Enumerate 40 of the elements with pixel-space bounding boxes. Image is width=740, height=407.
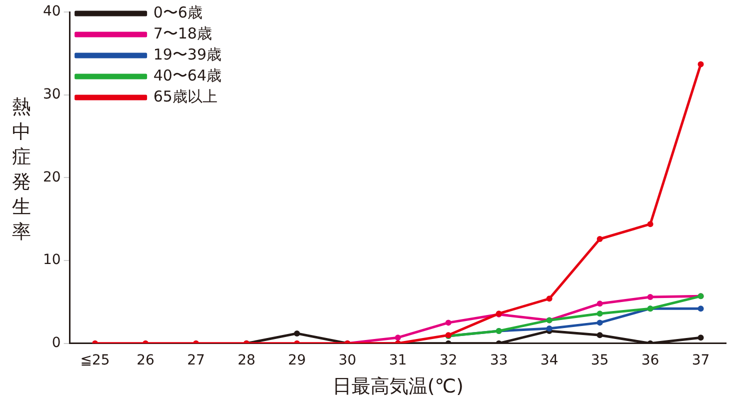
x-tick-label: 32	[439, 352, 458, 368]
legend-label: 0〜6歳	[153, 3, 202, 22]
x-tick-label: 26	[136, 352, 155, 368]
point	[698, 61, 704, 68]
y-tick-label: 40	[42, 4, 61, 20]
y-tick-label: 30	[42, 86, 61, 102]
point	[647, 221, 654, 228]
point	[596, 320, 603, 326]
legend-label: 65歳以上	[153, 87, 218, 106]
x-axis-title: 日最高気温(℃)	[332, 376, 464, 398]
x-tick-label: 30	[338, 352, 356, 368]
point	[647, 294, 654, 300]
point	[698, 334, 704, 341]
point	[546, 296, 552, 302]
x-tick-label: 28	[238, 352, 256, 368]
point	[596, 310, 603, 317]
legend-label: 40〜64歳	[153, 66, 222, 84]
y-tick-label: 10	[42, 252, 61, 268]
x-tick-label: 31	[388, 352, 407, 368]
point	[445, 320, 452, 326]
x-tick-label: 35	[590, 352, 609, 368]
point	[294, 330, 300, 336]
x-tick-label: 36	[641, 352, 660, 368]
y-axis-title: 熱中症発生率	[12, 95, 32, 245]
point	[596, 236, 603, 242]
legend-label: 7〜18歳	[153, 24, 212, 42]
y-tick-label: 0	[52, 335, 61, 352]
x-tick-label: ≦25	[80, 352, 110, 368]
point	[596, 300, 603, 307]
x-tick-label: 27	[187, 352, 205, 368]
point	[546, 325, 552, 332]
x-tick-label: 37	[692, 352, 710, 368]
point	[596, 332, 603, 338]
point	[394, 334, 401, 341]
y-tick-label: 20	[42, 169, 61, 186]
legend-label: 19〜39歳	[153, 45, 222, 64]
x-tick-label: 33	[490, 352, 508, 368]
x-tick-label: 34	[540, 352, 558, 368]
x-tick-label: 29	[288, 352, 306, 368]
point	[698, 306, 704, 312]
